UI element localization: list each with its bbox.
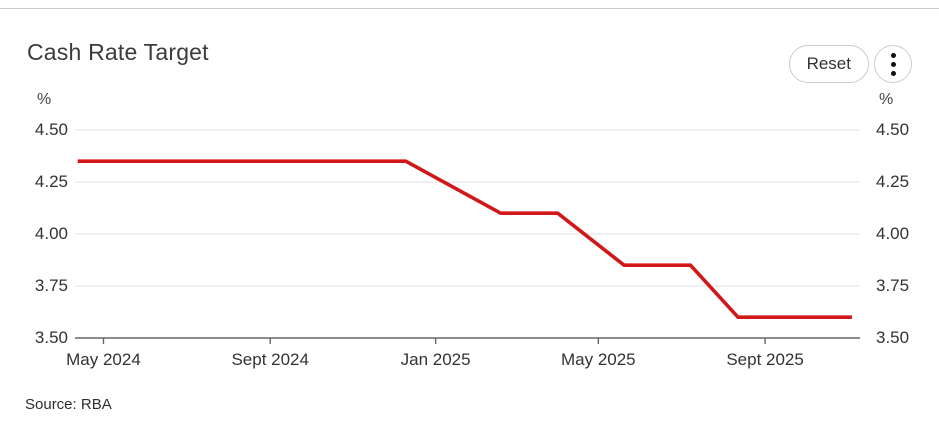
kebab-menu-icon	[890, 52, 896, 58]
x-axis-label: Sept 2025	[726, 350, 804, 369]
cash-rate-line[interactable]	[77, 159, 852, 320]
x-axis-label: Jan 2025	[400, 350, 471, 369]
gridlines	[75, 129, 860, 287]
x-axis-ticks	[102, 338, 766, 344]
kebab-menu-button[interactable]	[874, 45, 912, 83]
reset-button[interactable]: Reset	[788, 45, 869, 83]
y-axis-label-right: 4.00	[876, 224, 910, 243]
y-axis-label-right: 3.50	[876, 328, 910, 347]
kebab-menu-icon	[890, 70, 896, 76]
chart-controls: Reset	[788, 45, 912, 83]
x-axis-label: Sept 2024	[231, 350, 309, 369]
y-axis-label-right: 4.25	[876, 172, 910, 191]
y-axis-unit-left: %	[37, 91, 52, 108]
y-axis-label-left: 3.75	[34, 276, 68, 295]
y-axis-label-right: 3.75	[876, 276, 910, 295]
y-axis-label-left: 3.50	[34, 328, 68, 347]
page-title: Cash Rate Target	[27, 39, 209, 65]
kebab-menu-icon	[890, 61, 896, 67]
x-axis-label: May 2025	[560, 350, 636, 369]
y-axis-label-right: 4.50	[876, 120, 910, 139]
y-axis-label-left: 4.00	[34, 224, 68, 243]
top-divider	[0, 8, 939, 9]
x-axis-label: May 2024	[66, 350, 141, 369]
source-note: Source: RBA	[25, 396, 112, 413]
y-axis-label-left: 4.25	[34, 172, 68, 191]
y-axis-label-left: 4.50	[34, 120, 68, 139]
y-axis-unit-right: %	[879, 91, 894, 108]
